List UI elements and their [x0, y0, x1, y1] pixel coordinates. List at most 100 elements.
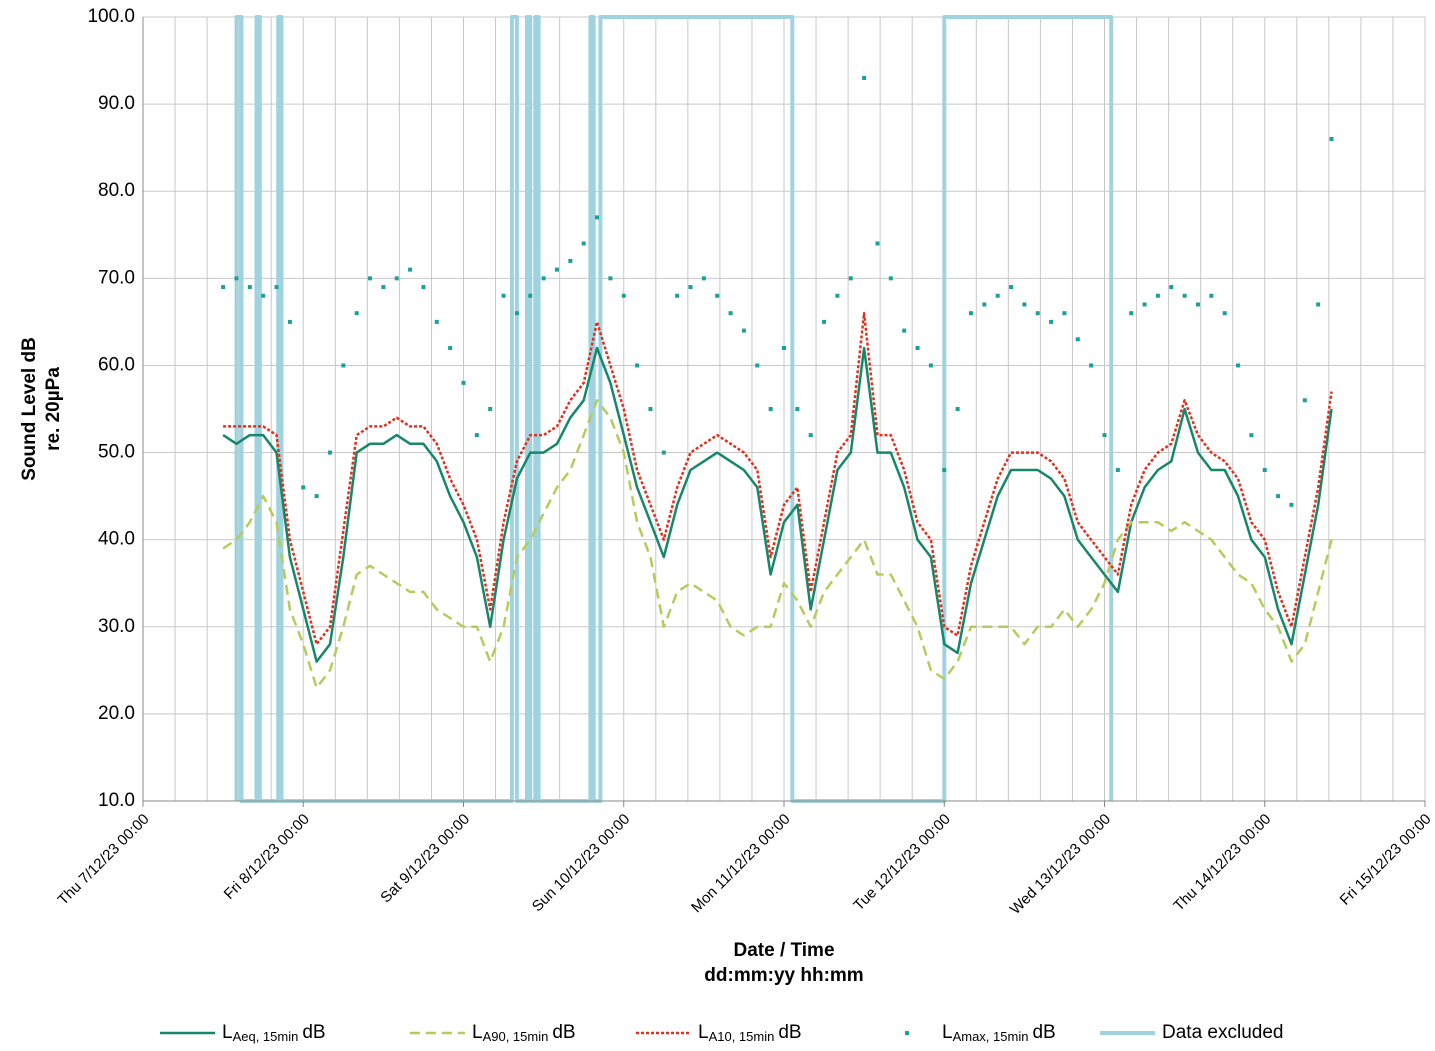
series-line	[222, 399, 1333, 690]
marker	[421, 285, 426, 290]
marker	[1142, 302, 1147, 307]
marker	[822, 319, 827, 324]
marker	[1155, 293, 1160, 298]
legend-label-main: L	[698, 1022, 709, 1043]
marker	[982, 302, 987, 307]
marker	[261, 293, 266, 298]
y-tick-label: 100.0	[87, 6, 135, 27]
legend-label: LAeq, 15min dB	[222, 1022, 326, 1044]
y-tick-label: 10.0	[98, 790, 135, 811]
marker	[448, 346, 453, 351]
marker	[795, 407, 800, 411]
marker	[354, 311, 359, 316]
x-tick-label: Sun 10/12/23 00:00	[529, 811, 634, 916]
marker	[1209, 293, 1214, 298]
x-tick-label: Fri 8/12/23 00:00	[221, 811, 313, 903]
marker	[1302, 398, 1307, 403]
y-axis-title: Sound Level dB	[19, 337, 40, 481]
marker	[688, 285, 693, 290]
marker	[287, 319, 292, 324]
marker	[1289, 502, 1294, 507]
legend-label-sub: Amax, 15min	[953, 1029, 1029, 1044]
marker	[1049, 319, 1054, 324]
marker	[808, 433, 813, 438]
marker	[381, 285, 386, 290]
marker	[1089, 363, 1094, 368]
marker	[728, 311, 733, 316]
marker	[274, 285, 279, 290]
marker	[1035, 311, 1040, 316]
legend-label-unit: dB	[552, 1022, 575, 1043]
marker	[942, 467, 947, 472]
x-tick-label: Fri 15/12/23 00:00	[1337, 811, 1435, 909]
marker	[221, 285, 226, 290]
marker	[541, 276, 546, 281]
y-tick-label: 70.0	[98, 267, 135, 288]
marker	[1022, 302, 1027, 307]
x-axis-title: Date / Time	[733, 940, 834, 961]
marker	[741, 328, 746, 333]
marker	[514, 311, 519, 316]
marker	[648, 407, 653, 411]
legend-label-sub: Aeq, 15min	[233, 1029, 299, 1044]
marker	[715, 293, 720, 298]
x-tick-label: Thu 14/12/23 00:00	[1170, 811, 1274, 915]
marker	[1222, 311, 1227, 316]
marker	[501, 293, 506, 298]
legend-label-sub: A10, 15min	[709, 1029, 775, 1044]
marker	[1195, 302, 1200, 307]
y-tick-label: 60.0	[98, 354, 135, 375]
marker	[247, 285, 252, 290]
legend-label-sub: A90, 15min	[483, 1029, 549, 1044]
grid	[142, 16, 1426, 802]
marker	[835, 293, 840, 298]
marker	[1276, 494, 1281, 499]
marker	[701, 276, 706, 281]
marker	[474, 433, 479, 438]
marker	[661, 450, 666, 455]
y-axis-title: re. 20µPa	[43, 367, 64, 451]
marker	[888, 276, 893, 281]
marker	[1329, 136, 1334, 141]
x-tick-label: Sat 9/12/23 00:00	[377, 811, 473, 907]
x-tick-label: Mon 11/12/23 00:00	[688, 811, 794, 917]
marker	[1249, 433, 1254, 438]
legend-label-main: L	[222, 1022, 233, 1043]
legend-label: LA90, 15min dB	[472, 1022, 576, 1044]
marker	[1262, 467, 1267, 472]
marker	[327, 450, 332, 455]
y-tick-label: 30.0	[98, 616, 135, 637]
y-tick-label: 90.0	[98, 93, 135, 114]
x-tick-label: Tue 12/12/23 00:00	[850, 811, 954, 915]
marker	[568, 258, 573, 263]
marker	[1075, 337, 1080, 342]
marker	[1102, 433, 1107, 438]
legend: LAeq, 15min dB LA90, 15min dB LA10, 15min dB L…	[160, 1022, 1283, 1044]
marker	[394, 276, 399, 281]
marker	[862, 75, 867, 80]
y-tick-label: 40.0	[98, 529, 135, 550]
marker	[608, 276, 613, 281]
marker	[1009, 285, 1014, 290]
marker	[875, 241, 880, 246]
legend-label: Data excluded	[1162, 1022, 1283, 1043]
marker	[434, 319, 439, 324]
marker	[368, 276, 373, 281]
marker	[995, 293, 1000, 298]
legend-label-unit: dB	[778, 1022, 801, 1043]
marker	[1316, 302, 1321, 307]
marker	[341, 363, 346, 368]
marker	[782, 346, 786, 351]
legend-label-unit: dB	[1032, 1022, 1055, 1043]
marker	[1115, 467, 1120, 472]
marker	[1236, 363, 1241, 368]
series-line	[222, 346, 1333, 663]
marker	[1169, 285, 1174, 290]
marker	[848, 276, 853, 281]
marker	[314, 494, 319, 499]
y-tick-label: 80.0	[98, 180, 135, 201]
marker	[301, 485, 306, 490]
legend-label-unit: dB	[302, 1022, 325, 1043]
legend-label-main: L	[472, 1022, 483, 1043]
series-line	[234, 15, 1114, 803]
